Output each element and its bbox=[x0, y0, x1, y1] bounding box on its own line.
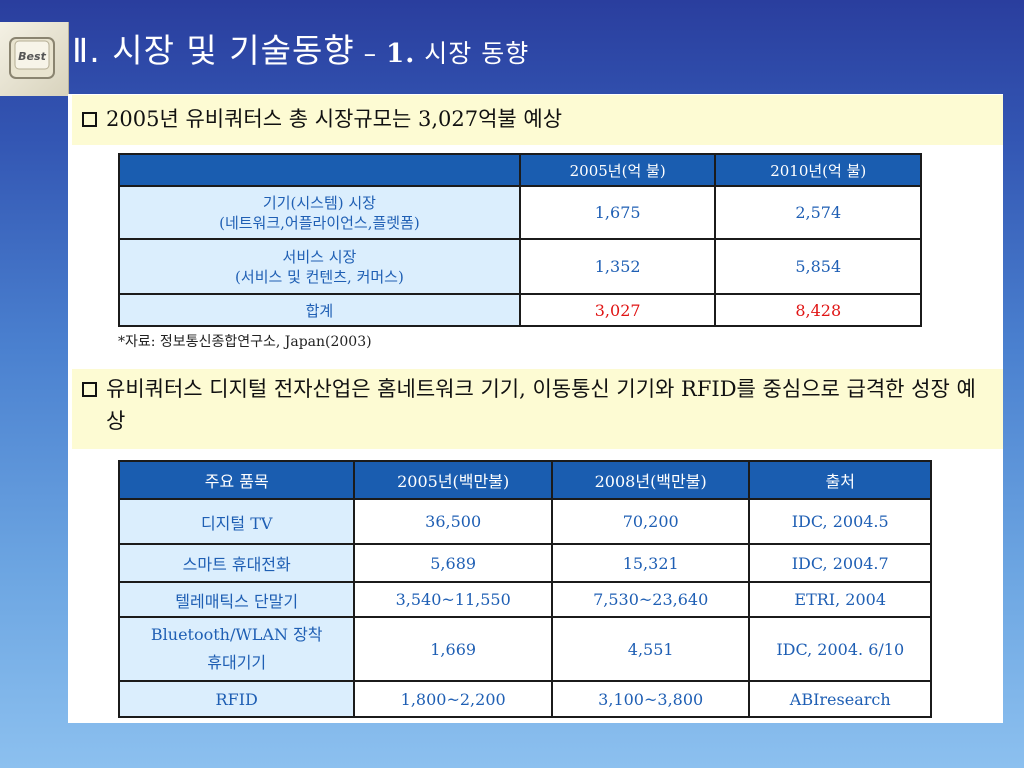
slide-title: Ⅱ. 시장 및 기술동향 – 1. 시장 동향 bbox=[72, 26, 529, 76]
bullet-growth-outlook: 유비쿼터스 디지털 전자산업은 홈네트워크 기기, 이동통신 기기와 RFID를… bbox=[72, 369, 1003, 449]
value-cell: 4,551 bbox=[550, 616, 751, 682]
item-line: 휴대기기 bbox=[207, 653, 267, 672]
row-label-line: (서비스 및 컨텐츠, 커머스) bbox=[235, 267, 404, 286]
row-label: 기기(시스템) 시장 (네트워크,어플라이언스,플렛폼) bbox=[118, 185, 521, 240]
source-cell: ETRI, 2004 bbox=[748, 581, 932, 618]
best-key-logo: Best bbox=[0, 22, 69, 96]
keyboard-key-icon: Best bbox=[9, 37, 55, 79]
logo-text: Best bbox=[18, 50, 46, 63]
value-cell: 70,200 bbox=[550, 498, 751, 545]
row-label-line: (네트워크,어플라이언스,플렛폼) bbox=[219, 213, 420, 232]
table-row-total: 합계 3,027 8,428 bbox=[118, 293, 922, 327]
item-cell: 스마트 휴대전화 bbox=[117, 543, 356, 583]
table-row: 텔레매틱스 단말기 3,540~11,550 7,530~23,640 ETRI… bbox=[117, 581, 932, 618]
header-cell bbox=[118, 153, 521, 187]
source-cell: IDC, 2004. 6/10 bbox=[748, 616, 932, 682]
header-cell: 출처 bbox=[748, 460, 932, 500]
item-cell: RFID bbox=[117, 680, 356, 718]
value-cell: 5,854 bbox=[714, 238, 922, 295]
bullet-text: 2005년 유비쿼터스 총 시장규모는 3,027억불 예상 bbox=[106, 107, 563, 131]
table-header-row: 2005년(억 불) 2010년(억 불) bbox=[118, 153, 922, 187]
total-value-cell: 3,027 bbox=[518, 293, 717, 327]
product-forecast-table: 주요 품목 2005년(백만불) 2008년(백만불) 출처 디지털 TV 36… bbox=[117, 460, 932, 718]
source-cell: IDC, 2004.7 bbox=[748, 543, 932, 583]
value-cell: 1,800~2,200 bbox=[353, 680, 553, 718]
value-cell: 3,540~11,550 bbox=[353, 581, 553, 618]
row-label: 합계 bbox=[118, 293, 521, 327]
table-row: 디지털 TV 36,500 70,200 IDC, 2004.5 bbox=[117, 498, 932, 545]
value-cell: 1,352 bbox=[518, 238, 717, 295]
checkbox-bullet-icon bbox=[82, 112, 97, 127]
table-header-row: 주요 품목 2005년(백만불) 2008년(백만불) 출처 bbox=[117, 460, 932, 500]
value-cell: 5,689 bbox=[353, 543, 553, 583]
table-row: 기기(시스템) 시장 (네트워크,어플라이언스,플렛폼) 1,675 2,574 bbox=[118, 185, 922, 240]
row-label-line: 기기(시스템) 시장 bbox=[262, 193, 376, 212]
item-cell: 텔레매틱스 단말기 bbox=[117, 581, 356, 618]
header-cell: 2010년(억 불) bbox=[714, 153, 922, 187]
value-cell: 7,530~23,640 bbox=[550, 581, 751, 618]
value-cell: 2,574 bbox=[714, 185, 922, 240]
value-cell: 36,500 bbox=[353, 498, 553, 545]
source-note: *자료: 정보통신종합연구소, Japan(2003) bbox=[118, 334, 372, 350]
row-label: 서비스 시장 (서비스 및 컨텐츠, 커머스) bbox=[118, 238, 521, 295]
bullet-text: 유비쿼터스 디지털 전자산업은 홈네트워크 기기, 이동통신 기기와 RFID를… bbox=[106, 377, 976, 433]
table-row: Bluetooth/WLAN 장착 휴대기기 1,669 4,551 IDC, … bbox=[117, 616, 932, 682]
header-cell: 2008년(백만불) bbox=[550, 460, 751, 500]
item-line: Bluetooth/WLAN 장착 bbox=[150, 625, 323, 644]
source-cell: ABIresearch bbox=[748, 680, 932, 718]
value-cell: 3,100~3,800 bbox=[550, 680, 751, 718]
market-size-table: 2005년(억 불) 2010년(억 불) 기기(시스템) 시장 (네트워크,어… bbox=[118, 153, 922, 327]
value-cell: 1,669 bbox=[353, 616, 553, 682]
table-row: 스마트 휴대전화 5,689 15,321 IDC, 2004.7 bbox=[117, 543, 932, 583]
table-row: RFID 1,800~2,200 3,100~3,800 ABIresearch bbox=[117, 680, 932, 718]
table-row: 서비스 시장 (서비스 및 컨텐츠, 커머스) 1,352 5,854 bbox=[118, 238, 922, 295]
header-cell: 2005년(억 불) bbox=[518, 153, 717, 187]
source-cell: IDC, 2004.5 bbox=[748, 498, 932, 545]
title-main: Ⅱ. 시장 및 기술동향 bbox=[72, 31, 355, 70]
bullet-market-size: 2005년 유비쿼터스 총 시장규모는 3,027억불 예상 bbox=[72, 95, 1003, 145]
header-cell: 주요 품목 bbox=[117, 460, 356, 500]
value-cell: 1,675 bbox=[518, 185, 717, 240]
row-label-line: 서비스 시장 bbox=[282, 247, 357, 266]
item-cell: Bluetooth/WLAN 장착 휴대기기 bbox=[117, 616, 356, 682]
item-cell: 디지털 TV bbox=[117, 498, 356, 545]
value-cell: 15,321 bbox=[550, 543, 751, 583]
title-sub: 시장 동향 bbox=[415, 39, 530, 68]
title-number: 1. bbox=[386, 39, 416, 69]
total-value-cell: 8,428 bbox=[714, 293, 922, 327]
title-dash: – bbox=[354, 39, 387, 68]
header-cell: 2005년(백만불) bbox=[353, 460, 553, 500]
checkbox-bullet-icon bbox=[82, 382, 97, 397]
